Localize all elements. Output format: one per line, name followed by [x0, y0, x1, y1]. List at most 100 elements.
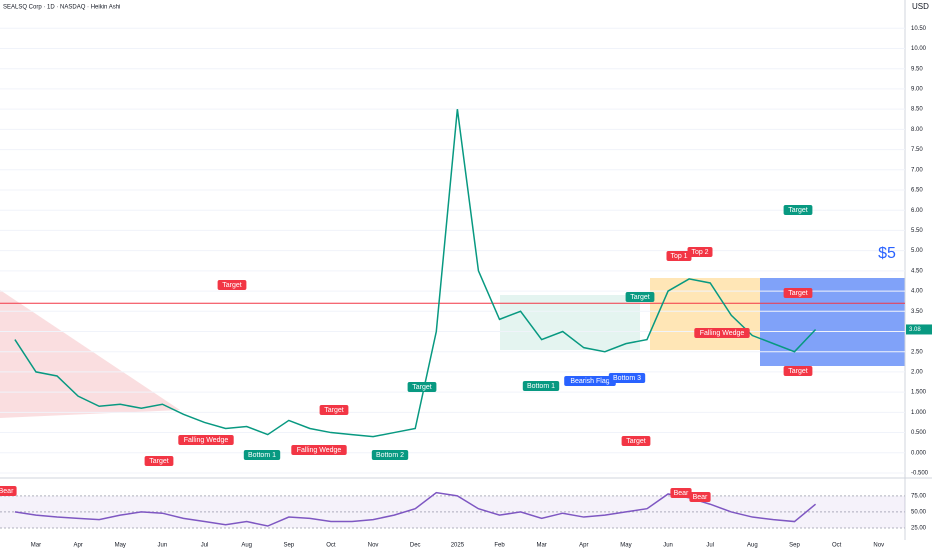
x-tick-label: Mar	[31, 543, 41, 549]
annotation: Bear	[693, 494, 708, 501]
target-zone	[650, 278, 760, 350]
annotation-bg	[319, 405, 349, 415]
y-tick-label: 8.50	[911, 107, 923, 113]
annotation: Target	[788, 207, 808, 214]
x-tick-label: May	[620, 543, 631, 549]
y-tick-label: 4.00	[911, 289, 923, 295]
x-tick-label: Aug	[747, 543, 758, 549]
annotation-bg	[178, 435, 234, 445]
y-tick-label: 9.00	[911, 87, 923, 93]
annotation-bg	[670, 488, 692, 498]
annotation: Top 1	[670, 253, 687, 260]
price-tag-bg	[906, 324, 932, 335]
annotation-bg	[689, 492, 711, 502]
x-tick-label: Apr	[579, 543, 588, 549]
annotation: Bottom 1	[527, 383, 555, 390]
annotation-bg	[144, 456, 174, 466]
y-tick-label: 5.00	[911, 248, 923, 254]
annotation: Bear	[674, 490, 689, 497]
annotation-bg	[407, 382, 437, 392]
annotation-bg	[0, 486, 17, 496]
price-tag: 3.08	[909, 327, 921, 333]
annotation-bg	[687, 247, 713, 257]
y-tick-label: 10.00	[911, 46, 927, 52]
x-tick-label: Jul	[201, 543, 209, 549]
x-tick-label: Oct	[326, 543, 336, 549]
y-tick-label: 1.000	[911, 410, 927, 416]
x-tick-label: Apr	[73, 543, 82, 549]
x-tick-label: Feb	[494, 543, 505, 549]
annotation: Bottom 2	[376, 452, 404, 459]
annotation-bg	[522, 381, 560, 391]
annotation-bg	[217, 280, 247, 290]
y-tick-label: 2.00	[911, 369, 923, 375]
y-tick-label: 4.50	[911, 268, 923, 274]
annotation-bg	[783, 366, 813, 376]
annotation: Target	[630, 294, 650, 301]
y-tick-label: 5.50	[911, 228, 923, 234]
x-tick-label: Jul	[706, 543, 714, 549]
rsi-band	[0, 495, 905, 528]
y-tick-label: 0.000	[911, 450, 927, 456]
annotation: Top 2	[691, 249, 708, 256]
annotation: Target	[222, 282, 242, 289]
price-line	[14, 109, 817, 438]
annotation-bg	[666, 251, 692, 261]
x-tick-label: Oct	[832, 543, 842, 549]
y-tick-label: 7.50	[911, 147, 923, 153]
annotation-bg	[621, 436, 651, 446]
x-tick-label: Sep	[283, 543, 294, 549]
y-tick-label: 50.00	[911, 510, 927, 516]
y-tick-label: 75.00	[911, 493, 927, 499]
annotation-bg	[783, 205, 813, 215]
annotation: $5	[878, 245, 896, 262]
annotation: Bottom 3	[613, 375, 641, 382]
y-tick-label: 1.500	[911, 390, 927, 396]
annotation: Target	[788, 290, 808, 297]
y-tick-label: 10.50	[911, 26, 927, 32]
x-tick-label: Jun	[158, 543, 168, 549]
y-tick-label: 6.50	[911, 188, 923, 194]
x-tick-label: May	[115, 543, 126, 549]
annotation: Falling Wedge	[297, 447, 342, 454]
annotation-bg	[371, 450, 409, 460]
annotation-bg	[694, 328, 750, 338]
annotation-bg	[783, 288, 813, 298]
annotation-bg	[625, 292, 655, 302]
annotation: Falling Wedge	[184, 437, 229, 444]
annotation-bg	[564, 376, 616, 386]
annotation: Target	[788, 368, 808, 375]
x-tick-label: Nov	[873, 543, 884, 549]
chart-title: SEALSQ Corp · 1D · NASDAQ · Heikin Ashi	[3, 5, 120, 11]
flag-zone	[500, 295, 640, 350]
annotation: Target	[149, 458, 169, 465]
annotation: Bottom 1	[248, 452, 276, 459]
x-tick-label: 2025	[451, 543, 465, 549]
y-tick-label: 3.50	[911, 309, 923, 315]
annotation-bg	[608, 373, 646, 383]
annotation: Target	[412, 384, 432, 391]
y-tick-label: 25.00	[911, 526, 927, 532]
annotation: Bear	[0, 488, 14, 495]
annotation: Target	[324, 407, 344, 414]
x-tick-label: Mar	[536, 543, 546, 549]
x-tick-label: Nov	[368, 543, 379, 549]
annotation-bg	[291, 445, 347, 455]
y-tick-label: 2.50	[911, 349, 923, 355]
x-tick-label: Aug	[241, 543, 252, 549]
y-tick-label: 7.00	[911, 167, 923, 173]
x-tick-label: Dec	[410, 543, 421, 549]
x-tick-label: Jun	[663, 543, 673, 549]
annotation: Target	[626, 438, 646, 445]
y-unit: USD	[912, 2, 929, 11]
y-tick-label: 6.00	[911, 208, 923, 214]
wedge-zone	[0, 290, 180, 418]
annotation: Falling Wedge	[700, 330, 745, 337]
y-tick-label: 8.00	[911, 127, 923, 133]
annotation: Bearish Flag	[570, 378, 609, 385]
y-tick-label: -0.500	[911, 471, 929, 477]
annotation-bg	[243, 450, 281, 460]
y-tick-label: 9.50	[911, 66, 923, 72]
x-tick-label: Sep	[789, 543, 800, 549]
